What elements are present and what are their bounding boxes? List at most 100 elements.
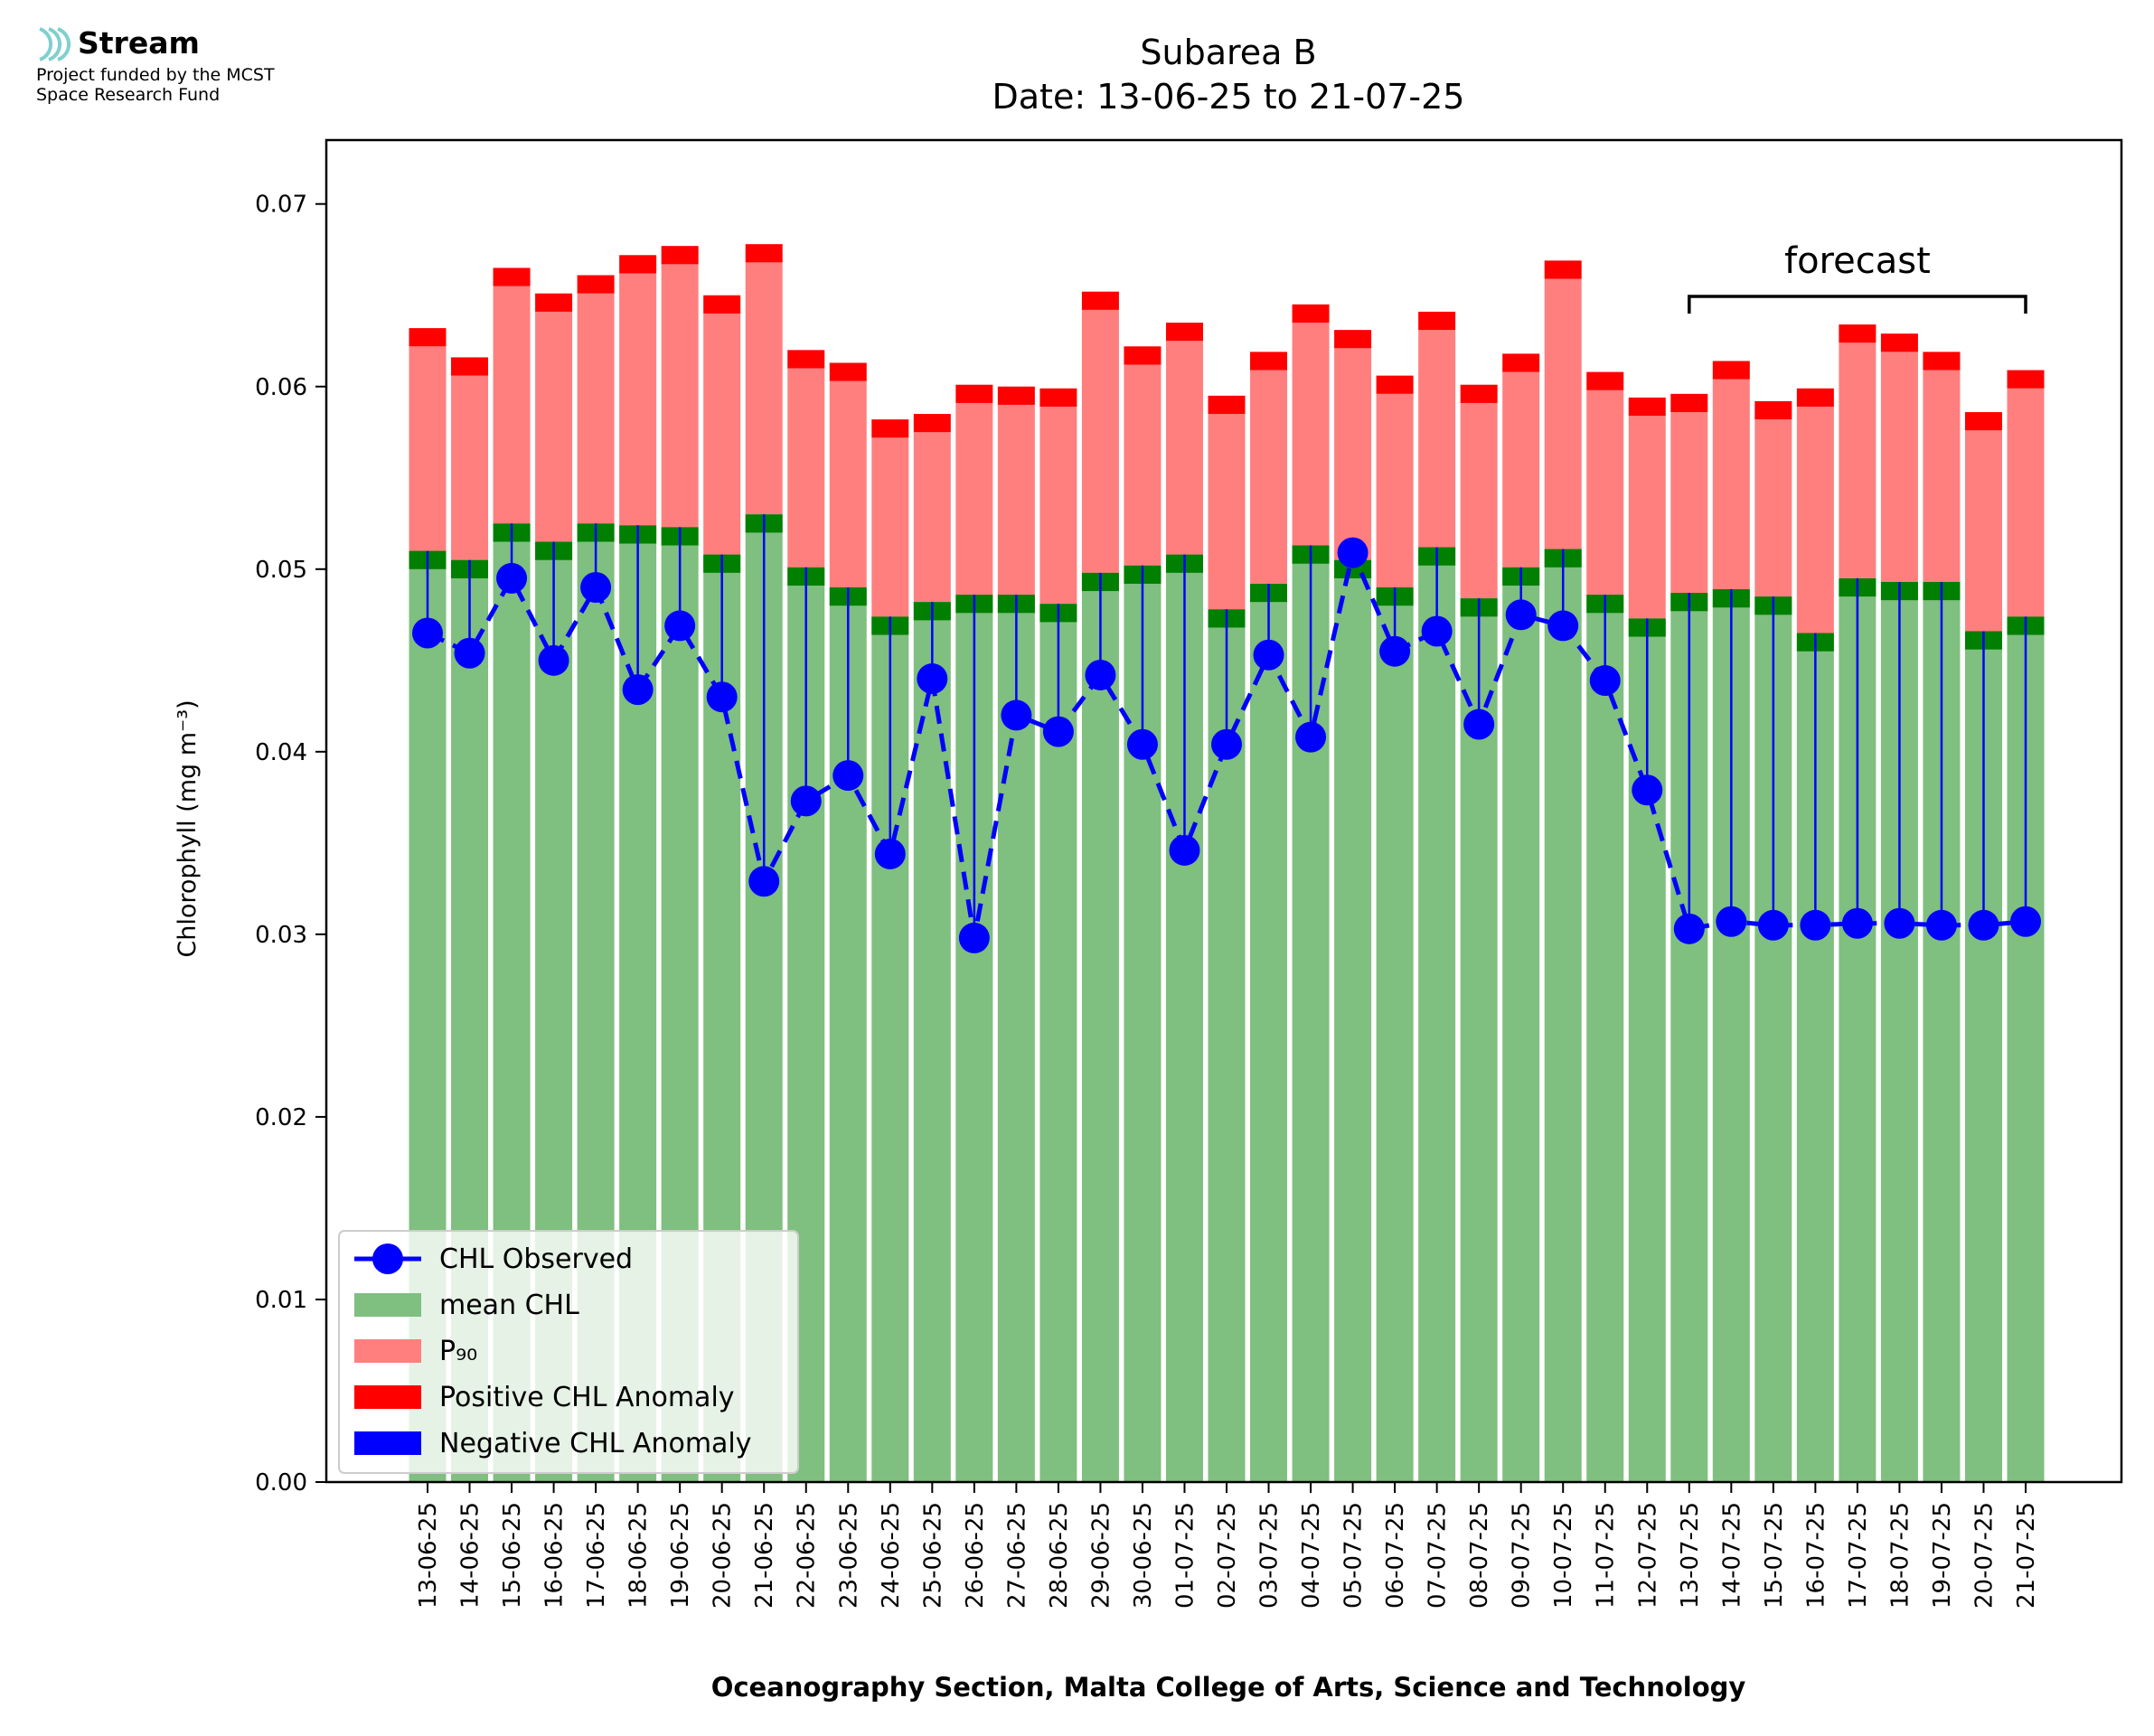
chl-observed-point [1632,774,1663,806]
x-tick-label: 16-07-25 [1802,1502,1829,1609]
positive-anomaly-band [955,384,993,403]
chl-observed-point [1589,665,1621,697]
chl-observed-point [874,838,906,869]
positive-anomaly-band [1544,260,1582,279]
y-axis-label: Chlorophyll (mg m⁻³) [174,699,202,957]
y-tick-label: 0.04 [255,739,307,766]
chl-observed-point [1800,909,1831,941]
chl-observed-point [1126,728,1158,760]
forecast-annotation: forecast [1784,240,1931,282]
y-tick-label: 0.00 [255,1469,307,1497]
x-tick-label: 21-06-25 [751,1502,778,1609]
mean-chl-bar [1376,587,1414,1482]
x-tick-label: 17-07-25 [1845,1502,1872,1609]
positive-anomaly-band [745,244,783,263]
p90-bar [703,313,741,555]
legend-swatch-p [354,1339,421,1363]
legend: CHL Observed mean CHL P₉₀ Positive CHL Anom… [338,1230,799,1474]
chl-observed-point [412,617,443,649]
chl-observed-point [622,674,654,706]
legend-marker-swatch [372,1243,403,1274]
x-tick-label: 02-07-25 [1214,1502,1241,1609]
x-tick-label: 13-06-25 [415,1502,442,1609]
legend-box [338,1230,799,1474]
p90-bar [1418,330,1456,548]
y-tick-label: 0.02 [255,1104,307,1131]
positive-anomaly-band [1460,384,1498,403]
chl-observed-point [496,562,528,594]
chl-observed-point [454,637,485,669]
legend-label-chl-observed: CHL Observed [439,1243,633,1275]
mean-chl-bar [1586,595,1624,1482]
p90-bar [619,273,657,526]
p90-bar [1081,309,1119,573]
x-axis-label: Oceanography Section, Malta College of A… [711,1672,1746,1703]
chl-observed-point [706,681,738,713]
positive-anomaly-band [2007,370,2045,389]
positive-anomaly-band [577,275,615,294]
positive-anomaly-band [913,414,951,433]
chart-title: Subarea B [1140,33,1316,72]
positive-anomaly-band [1292,304,1330,324]
x-tick-label: 14-06-25 [457,1502,484,1609]
positive-anomaly-band [1923,352,1961,371]
x-tick-label: 01-07-25 [1171,1502,1199,1609]
chl-observed-point [1757,909,1789,941]
p90-bar [829,380,867,587]
p90-bar [1754,419,1792,597]
x-tick-label: 18-06-25 [626,1502,653,1609]
chl-observed-point [1841,907,1873,939]
positive-anomaly-band [1754,400,1792,420]
p90-bar [661,264,699,528]
x-tick-label: 05-07-25 [1340,1502,1368,1609]
p90-bar [1334,348,1372,560]
positive-anomaly-band [535,293,573,312]
positive-anomaly-band [1964,412,2002,431]
chl-observed-point [1169,834,1200,866]
positive-anomaly-band [1208,395,1246,415]
mean-chl-bar [1250,583,1288,1482]
p90-bar [451,375,489,560]
mean-chl-bar [1502,567,1540,1482]
x-tick-label: 18-07-25 [1886,1502,1914,1609]
p90-bar [535,311,573,542]
positive-anomaly-band [871,419,909,438]
x-tick-label: 22-06-25 [794,1502,821,1609]
stream-logo-icon [39,27,71,61]
positive-anomaly-band [1334,330,1372,349]
logo-funding-line-2: Space Research Fund [36,85,221,105]
p90-bar [493,286,531,524]
p90-bar [1208,414,1246,610]
positive-anomaly-band [1796,388,1834,407]
positive-anomaly-band [1586,371,1624,390]
x-tick-label: 09-07-25 [1509,1502,1536,1609]
chl-observed-point [1547,610,1579,642]
x-tick-label: 04-07-25 [1298,1502,1325,1609]
x-tick-label: 08-07-25 [1466,1502,1493,1609]
x-tick-label: 14-07-25 [1718,1502,1745,1609]
p90-bar [1923,370,1961,582]
x-tick-label: 11-07-25 [1593,1502,1620,1609]
positive-anomaly-band [829,362,867,381]
p90-bar [1250,370,1288,584]
x-tick-label: 29-06-25 [1087,1502,1115,1609]
chl-observed-point [1085,659,1116,690]
p90-bar [997,404,1035,596]
legend-label-p: P₉₀ [439,1336,477,1367]
p90-bar [871,437,909,617]
legend-label-negative-chl-anomaly: Negative CHL Anomaly [439,1428,752,1459]
x-tick-label: 15-07-25 [1761,1502,1788,1609]
y-tick-label: 0.05 [255,557,307,584]
logo-funding-line-1: Project funded by the MCST [36,65,275,85]
x-tick-label: 17-06-25 [583,1502,610,1609]
p90-bar [1376,393,1414,587]
p90-bar [745,262,783,515]
positive-anomaly-band [1628,397,1666,417]
chl-observed-point [1253,639,1284,671]
x-tick-label: 27-06-25 [1003,1502,1030,1609]
plot-frame [325,138,2123,1484]
x-tick-label: 10-07-25 [1550,1502,1577,1609]
positive-anomaly-band [997,386,1035,405]
positive-anomaly-band [1124,346,1162,365]
